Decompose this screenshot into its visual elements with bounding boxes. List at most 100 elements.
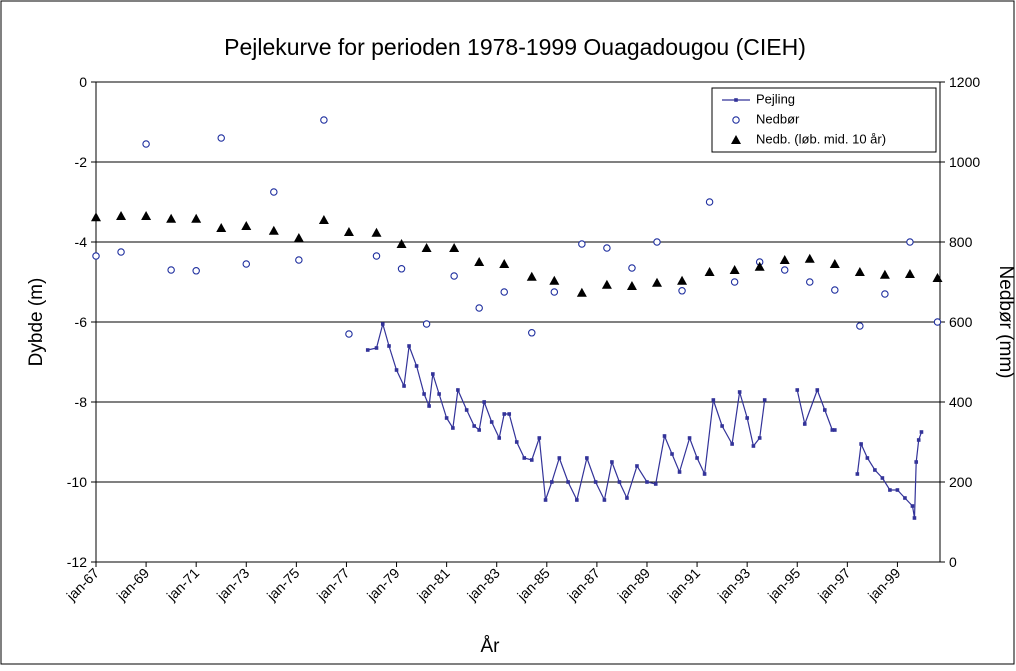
line-point: [802, 422, 807, 426]
scatter-point: [932, 273, 943, 282]
scatter-point: [779, 255, 790, 264]
scatter-point: [550, 288, 559, 296]
scatter-point: [217, 134, 225, 142]
line-point: [730, 442, 734, 446]
line-point: [566, 480, 570, 484]
y2-tick-label: 200: [949, 474, 973, 490]
legend: Pejling Nedbør Nedb. (løb. mid. 10 år): [711, 87, 937, 153]
scatter-point: [343, 227, 354, 236]
scatter-point: [904, 269, 915, 278]
line-point: [402, 384, 406, 388]
line-point: [895, 488, 900, 492]
scatter-point: [92, 252, 100, 260]
scatter-point: [116, 211, 127, 220]
line-point: [677, 470, 682, 474]
scatter-point: [192, 267, 200, 275]
line-point: [888, 488, 892, 492]
scatter-point: [475, 304, 483, 312]
scatter-point: [705, 198, 714, 206]
legend-label: Pejling: [756, 91, 795, 106]
scatter-point: [318, 215, 329, 224]
scatter-point: [117, 248, 125, 256]
scatter-point: [806, 278, 814, 286]
scatter-point: [780, 266, 789, 274]
line-point: [662, 434, 667, 438]
line-point: [444, 416, 449, 420]
line-point: [464, 408, 469, 412]
scatter-point: [677, 275, 688, 285]
line-point: [456, 388, 460, 392]
line-point: [472, 424, 476, 428]
scatter-point: [141, 211, 152, 220]
line-point: [482, 400, 486, 404]
scatter-point: [474, 257, 485, 266]
line-point: [387, 344, 391, 348]
scatter-point: [450, 272, 458, 280]
line-point: [489, 420, 494, 424]
x-axis-title: År: [481, 636, 501, 657]
line-point: [543, 498, 548, 502]
line-point: [822, 408, 827, 412]
scatter-point: [881, 290, 889, 298]
line-point: [550, 480, 554, 484]
line-point: [477, 428, 481, 432]
y2-tick-label: 1200: [949, 74, 980, 90]
line-point: [653, 482, 658, 486]
line-point: [919, 430, 924, 434]
scatter-point: [421, 243, 432, 252]
line-point: [380, 322, 385, 326]
line-point: [610, 460, 614, 464]
line-point: [593, 480, 598, 484]
line-point: [522, 456, 527, 460]
y-tick-label: -8: [75, 394, 88, 410]
line-point: [711, 398, 716, 402]
scatter-point: [449, 243, 460, 252]
scatter-point: [879, 269, 890, 279]
line-point: [497, 436, 502, 440]
scatter-point: [730, 278, 739, 286]
scatter-point: [293, 233, 304, 242]
scatter-point: [295, 256, 303, 264]
line-point: [880, 476, 885, 480]
line-point: [514, 440, 519, 444]
line-point: [916, 438, 921, 442]
line-point: [745, 416, 749, 420]
y2-tick-label: 400: [949, 394, 973, 410]
legend-marker: [731, 135, 741, 144]
scatter-point: [603, 244, 611, 252]
scatter-point: [678, 287, 686, 295]
line-point: [585, 456, 589, 460]
line-point: [537, 436, 542, 440]
line-point: [903, 496, 907, 500]
line-point: [873, 468, 877, 472]
scatter-point: [142, 140, 150, 148]
scatter-point: [754, 261, 765, 271]
line-point: [407, 344, 411, 348]
legend-marker: [732, 116, 740, 124]
line-point: [437, 392, 441, 396]
line-point: [702, 472, 707, 476]
scatter-point: [704, 267, 715, 276]
scatter-point: [906, 238, 914, 246]
line-point: [833, 428, 837, 432]
y2-tick-label: 0: [949, 554, 957, 570]
line-point: [451, 426, 455, 430]
line-point: [529, 458, 534, 462]
scatter-point: [422, 320, 431, 328]
line-point: [910, 504, 915, 508]
scatter-point: [601, 279, 612, 289]
line-point: [912, 516, 917, 520]
scatter-point: [345, 330, 353, 338]
line-point: [865, 456, 870, 460]
scatter-point: [829, 259, 840, 268]
y2-tick-label: 1000: [949, 154, 980, 170]
scatter-point: [576, 287, 587, 297]
scatter-point: [651, 277, 662, 287]
scatter-point: [372, 252, 381, 260]
scatter-point: [628, 264, 636, 272]
scatter-point: [320, 116, 328, 124]
line-point: [422, 392, 426, 396]
line-point: [374, 346, 379, 350]
legend-label: Nedb. (løb. mid. 10 år): [756, 131, 886, 146]
legend-box: [711, 87, 937, 153]
